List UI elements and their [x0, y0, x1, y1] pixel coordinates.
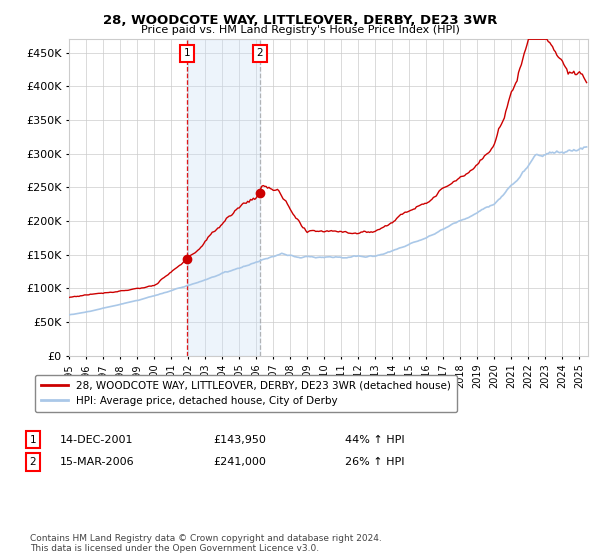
Text: 2: 2 [29, 457, 37, 467]
Text: 1: 1 [184, 48, 191, 58]
Text: 44% ↑ HPI: 44% ↑ HPI [345, 435, 404, 445]
Text: Contains HM Land Registry data © Crown copyright and database right 2024.
This d: Contains HM Land Registry data © Crown c… [30, 534, 382, 553]
Text: 1: 1 [29, 435, 37, 445]
Text: Price paid vs. HM Land Registry's House Price Index (HPI): Price paid vs. HM Land Registry's House … [140, 25, 460, 35]
Text: £241,000: £241,000 [213, 457, 266, 467]
Text: 14-DEC-2001: 14-DEC-2001 [60, 435, 133, 445]
Text: £143,950: £143,950 [213, 435, 266, 445]
Bar [187, 39, 260, 356]
Text: 26% ↑ HPI: 26% ↑ HPI [345, 457, 404, 467]
Text: 15-MAR-2006: 15-MAR-2006 [60, 457, 134, 467]
Text: 2: 2 [256, 48, 263, 58]
Legend: 28, WOODCOTE WAY, LITTLEOVER, DERBY, DE23 3WR (detached house), HPI: Average pri: 28, WOODCOTE WAY, LITTLEOVER, DERBY, DE2… [35, 375, 457, 412]
Text: 28, WOODCOTE WAY, LITTLEOVER, DERBY, DE23 3WR: 28, WOODCOTE WAY, LITTLEOVER, DERBY, DE2… [103, 14, 497, 27]
